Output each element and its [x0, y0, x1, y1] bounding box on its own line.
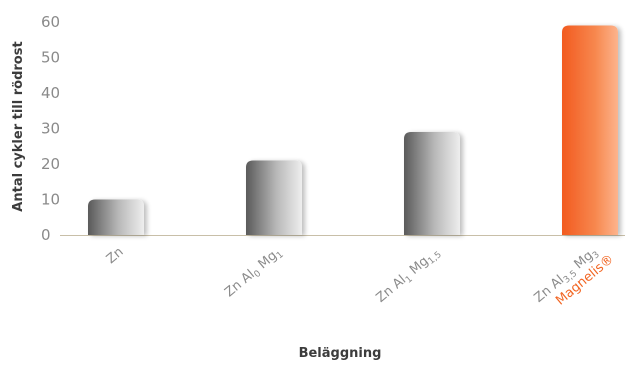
- x-tick-label: Zn: [104, 245, 127, 268]
- bars: [88, 25, 618, 235]
- y-axis-title: Antal cykler till rödrost: [11, 41, 26, 211]
- bar-2: [246, 160, 302, 235]
- y-tick-label: 10: [41, 191, 60, 209]
- y-tick-label: 30: [41, 120, 60, 138]
- x-tick-label: Zn Al1 Mg1,5: [374, 245, 444, 308]
- x-tick-label: Zn Al0 Mg1: [222, 245, 286, 302]
- y-axis-ticks: 0 10 20 30 40 50 60: [41, 13, 60, 244]
- y-tick-label: 20: [41, 155, 60, 173]
- x-axis-title: Beläggning: [299, 346, 382, 361]
- y-tick-label: 60: [41, 13, 60, 31]
- y-tick-label: 0: [41, 226, 51, 244]
- bar-4: [562, 25, 618, 235]
- svg-text:Zn Al0 Mg1: Zn Al0 Mg1: [222, 245, 286, 302]
- y-tick-label: 40: [41, 84, 60, 102]
- bar-1: [88, 199, 144, 235]
- bar-3: [404, 132, 460, 235]
- x-axis-labels: Zn Zn Al0 Mg1 Zn Al1 Mg1,5 Zn Al3,5 Mg3Magn…: [104, 245, 617, 309]
- svg-text:Zn Al1 Mg1,5: Zn Al1 Mg1,5: [374, 245, 444, 308]
- svg-text:Zn: Zn: [104, 245, 127, 268]
- y-tick-label: 50: [41, 49, 60, 67]
